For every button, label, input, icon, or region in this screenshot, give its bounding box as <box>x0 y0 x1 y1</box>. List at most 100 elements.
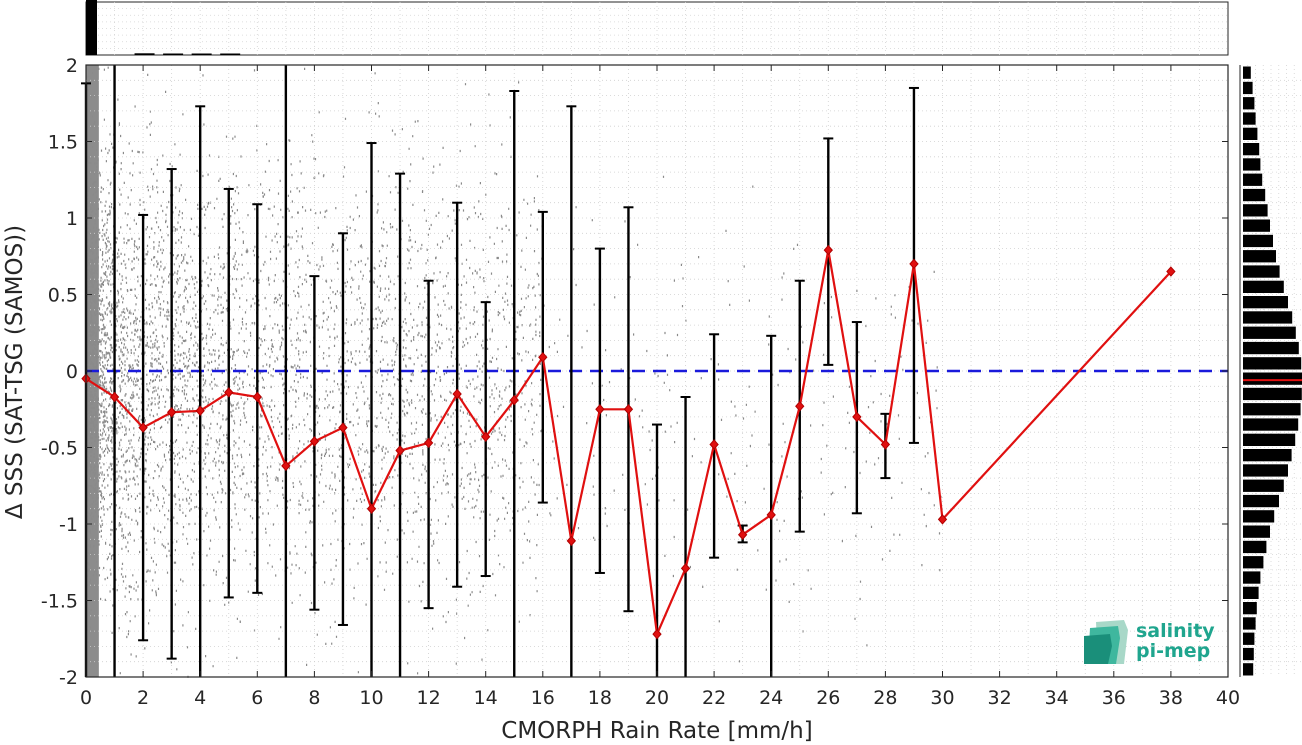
x-tick-label: 8 <box>308 687 320 709</box>
mean-point <box>166 407 177 418</box>
right-hist-bar <box>1243 219 1270 232</box>
top-hist-bar <box>86 0 97 55</box>
right-hist-bar <box>1243 540 1267 554</box>
right-hist-bar <box>1243 418 1299 431</box>
right-hist-bar <box>1243 112 1256 125</box>
x-tick-label: 26 <box>816 687 840 709</box>
x-tick-label: 28 <box>873 687 897 709</box>
right-hist-bar <box>1243 647 1254 661</box>
mean-point <box>880 439 891 450</box>
y-tick-labels: 2 1.5 1 0.5 0 -0.5 -1 -1.5 -2 <box>41 55 78 689</box>
right-hist-bar <box>1243 464 1288 477</box>
x-tick-label: 12 <box>417 687 441 709</box>
mean-line <box>85 249 1172 639</box>
x-tick-label: 4 <box>194 687 206 709</box>
right-hist-bar <box>1243 403 1301 416</box>
mean-point <box>509 394 519 406</box>
x-tick-label: 36 <box>1102 687 1126 709</box>
right-hist-bar <box>1243 265 1280 278</box>
right-hist-bar <box>1243 510 1275 523</box>
right-hist-bar <box>1243 663 1254 676</box>
top-hist-bar <box>163 53 184 55</box>
mean-point <box>195 405 205 417</box>
right-hist-bar <box>1243 341 1299 355</box>
mean-point <box>138 422 148 433</box>
mean-point <box>795 400 805 412</box>
right-histogram <box>1239 65 1302 677</box>
right-hist-bar <box>1243 632 1255 645</box>
right-hist-bar <box>1243 280 1284 293</box>
y-tick-label: 1.5 <box>48 132 78 154</box>
salinity-pi-mep-logo: salinity pi-mep <box>1084 618 1215 666</box>
right-hist-bar <box>1243 97 1255 110</box>
mean-point <box>224 387 234 398</box>
mean-point <box>395 445 405 456</box>
mean-point <box>538 351 548 363</box>
right-hist-bar <box>1243 66 1251 79</box>
right-hist-bar <box>1243 494 1279 508</box>
top-hist-bar <box>220 53 241 55</box>
x-tick-label: 24 <box>759 687 783 709</box>
x-tick-label: 30 <box>930 687 954 709</box>
plot-frame <box>85 64 1229 678</box>
right-hist-bar <box>1243 449 1292 462</box>
y-tick-label: 2 <box>66 55 78 77</box>
right-hist-bar <box>1243 296 1288 309</box>
mean-point <box>737 529 748 540</box>
wave-logo-icon <box>1084 620 1128 664</box>
mean-point <box>766 509 776 521</box>
x-tick-label: 32 <box>988 687 1012 709</box>
right-hist-bar <box>1243 556 1264 569</box>
top-hist-bar <box>134 53 155 55</box>
right-hist-bar <box>1243 250 1276 263</box>
right-hist-bar <box>1243 602 1257 615</box>
x-tick-label: 0 <box>80 687 92 709</box>
right-hist-bar <box>1243 173 1263 186</box>
right-hist-bar <box>1243 127 1258 140</box>
x-tick-label: 38 <box>1159 687 1183 709</box>
mean-point <box>566 535 577 547</box>
right-hist-bar <box>1243 571 1261 584</box>
mean-point <box>338 422 348 433</box>
y-tick-label: 0.5 <box>48 285 78 307</box>
right-hist-bar <box>1243 433 1296 446</box>
right-hist-bar <box>1243 143 1260 156</box>
y-tick-label: -2 <box>59 667 78 689</box>
right-hist-bar <box>1243 617 1256 630</box>
x-tick-label: 16 <box>531 687 555 709</box>
logo-text-salinity: salinity <box>1136 620 1215 642</box>
x-tick-label: 40 <box>1216 687 1240 709</box>
mean-point <box>252 391 262 403</box>
right-hist-bar <box>1243 204 1268 217</box>
mean-point <box>852 411 862 423</box>
mean-series <box>81 244 1176 640</box>
mean-point <box>423 437 434 449</box>
x-tick-label: 10 <box>359 687 383 709</box>
x-tick-label: 34 <box>1045 687 1069 709</box>
mean-point <box>366 503 377 514</box>
right-hist-bar <box>1243 81 1253 95</box>
mean-point <box>481 431 491 443</box>
right-hist-bar <box>1243 479 1284 492</box>
right-hist-bar <box>1243 357 1302 370</box>
right-hist-bar <box>1243 311 1293 324</box>
mean-point <box>623 403 634 415</box>
top-histogram-frame <box>85 1 1229 56</box>
top-histogram <box>85 0 1229 56</box>
y-tick-label: -1.5 <box>41 591 78 613</box>
mean-point <box>1166 266 1176 277</box>
top-hist-bar <box>191 53 212 55</box>
y-tick-label: 0 <box>66 361 78 383</box>
y-tick-label: -1 <box>59 514 78 536</box>
right-hist-bar <box>1243 586 1259 599</box>
right-hist-bar <box>1243 326 1296 339</box>
mean-point <box>680 563 691 574</box>
x-tick-label: 22 <box>702 687 726 709</box>
right-hist-bar <box>1243 372 1302 385</box>
right-hist-bar <box>1243 188 1266 202</box>
logo-text-pi-mep: pi-mep <box>1136 640 1211 662</box>
x-axis-label: CMORPH Rain Rate [mm/h] <box>501 718 812 744</box>
mean-point <box>109 391 120 403</box>
y-tick-label: -0.5 <box>41 438 78 460</box>
